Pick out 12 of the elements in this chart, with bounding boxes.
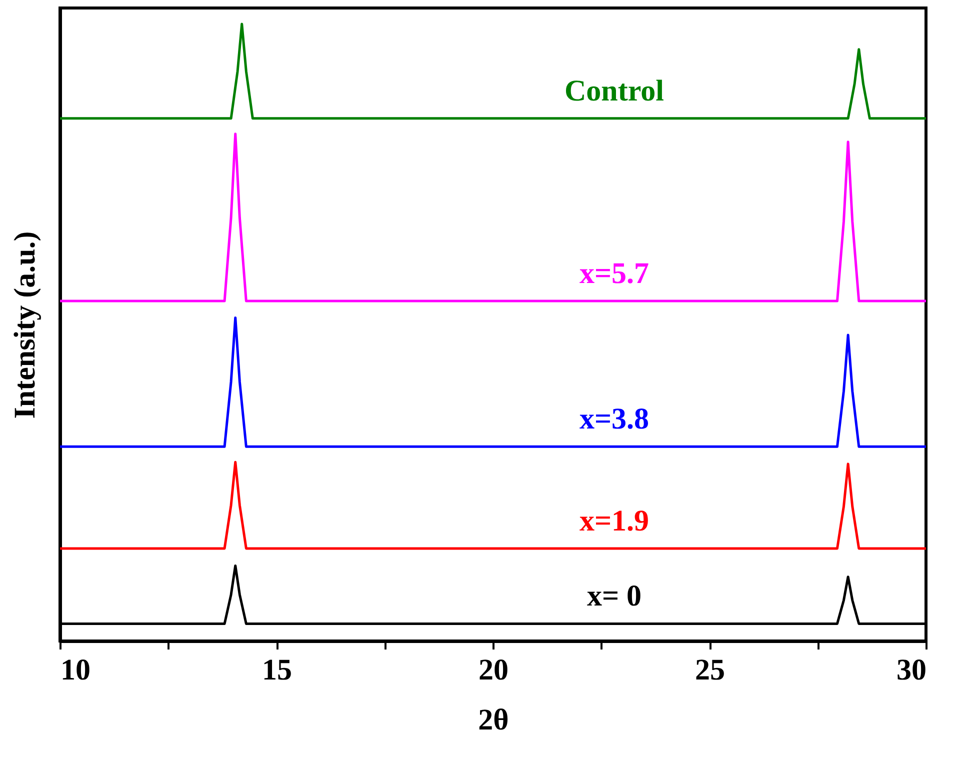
series-label: x=3.8 <box>579 402 650 436</box>
series-label: x=1.9 <box>579 504 650 538</box>
x-axis-title: 2θ <box>478 704 509 736</box>
series-label: x=5.7 <box>579 257 650 290</box>
x-tick-label: 20 <box>478 654 508 686</box>
x-tick-label: 10 <box>60 654 90 686</box>
series-label: x= 0 <box>586 580 642 613</box>
x-tick-label: 15 <box>262 654 292 686</box>
y-axis-title: Intensity (a.u.) <box>8 231 42 419</box>
x-tick-label: 25 <box>695 654 725 686</box>
series-label: Control <box>564 74 664 108</box>
x-tick-label: 30 <box>896 654 926 686</box>
